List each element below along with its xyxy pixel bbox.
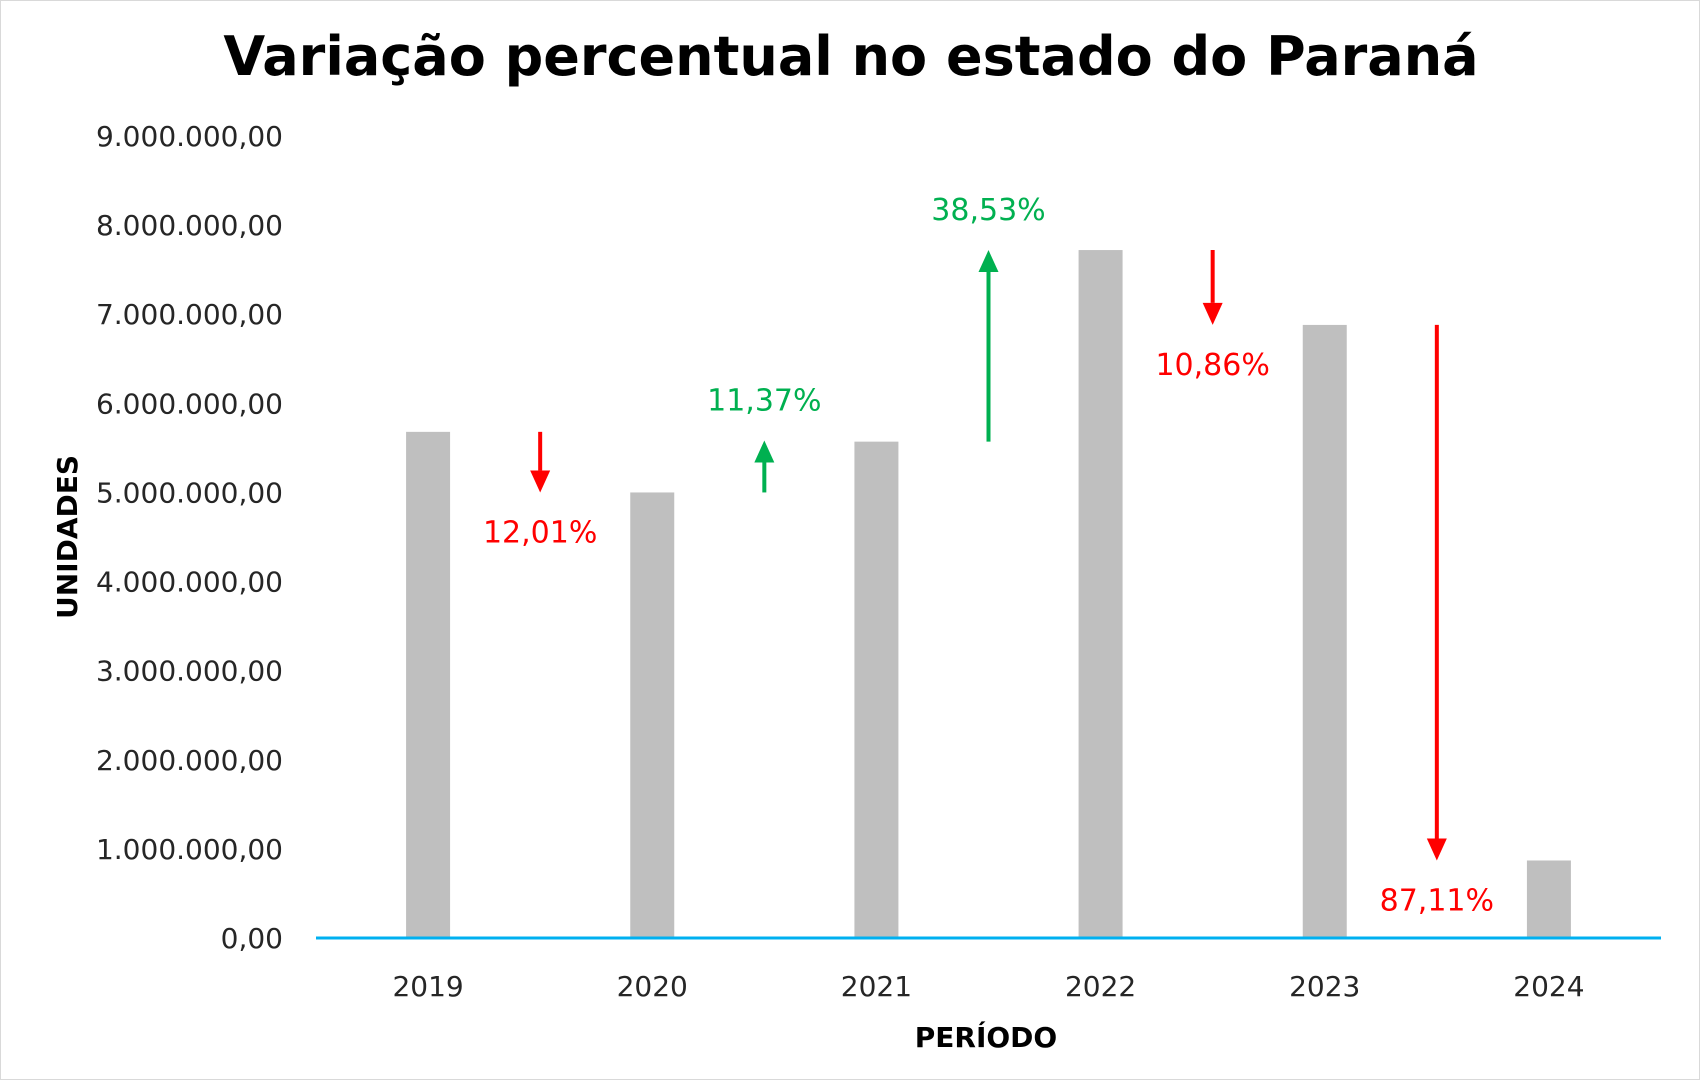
bar-2024 xyxy=(1526,860,1571,938)
x-tick-label: 2022 xyxy=(1065,970,1136,1003)
y-axis-ticks: 0,00 1.000.000,00 2.000.000,00 3.000.000,00… xyxy=(96,120,283,955)
bar-2019 xyxy=(406,431,451,938)
variation-label: 38,53% xyxy=(931,193,1045,228)
x-axis-ticks: 2019 2020 2021 2022 2023 2024 xyxy=(392,970,1584,1003)
x-tick-label: 2021 xyxy=(841,970,912,1003)
y-tick-label: 4.000.000,00 xyxy=(96,566,283,599)
y-tick-label: 7.000.000,00 xyxy=(96,298,283,331)
y-tick-label: 0,00 xyxy=(221,922,283,955)
y-tick-label: 1.000.000,00 xyxy=(96,833,283,866)
bar-2021 xyxy=(854,441,899,938)
x-tick-label: 2020 xyxy=(617,970,688,1003)
y-tick-label: 2.000.000,00 xyxy=(96,744,283,777)
variation-label: 11,37% xyxy=(707,383,821,418)
x-tick-label: 2024 xyxy=(1513,970,1584,1003)
variation-label: 87,11% xyxy=(1380,883,1494,918)
y-tick-label: 9.000.000,00 xyxy=(96,120,283,153)
variation-arrow-head xyxy=(1426,838,1447,861)
x-tick-label: 2019 xyxy=(392,970,463,1003)
variation-arrow-head xyxy=(978,250,999,273)
variation-annotations: 12,01% 11,37% 38,53% 10,86% 87,11% xyxy=(483,193,1494,918)
bar-2023 xyxy=(1302,324,1347,939)
variation-arrow-head xyxy=(1202,302,1223,325)
chart-title: Variação percentual no estado do Paraná xyxy=(223,25,1478,88)
variation-label: 12,01% xyxy=(483,515,597,550)
variation-arrow-head xyxy=(530,470,551,493)
y-tick-label: 6.000.000,00 xyxy=(96,387,283,420)
variation-arrow-head xyxy=(754,440,775,463)
x-tick-label: 2023 xyxy=(1289,970,1360,1003)
bar-2022 xyxy=(1078,250,1123,938)
y-axis-title: UNIDADES xyxy=(51,455,84,619)
bars-group xyxy=(406,250,1571,939)
y-tick-label: 5.000.000,00 xyxy=(96,476,283,509)
x-axis-title: PERÍODO xyxy=(915,1020,1057,1054)
y-tick-label: 3.000.000,00 xyxy=(96,655,283,688)
y-tick-label: 8.000.000,00 xyxy=(96,209,283,242)
variation-label: 10,86% xyxy=(1155,348,1269,383)
bar-2020 xyxy=(630,492,675,938)
